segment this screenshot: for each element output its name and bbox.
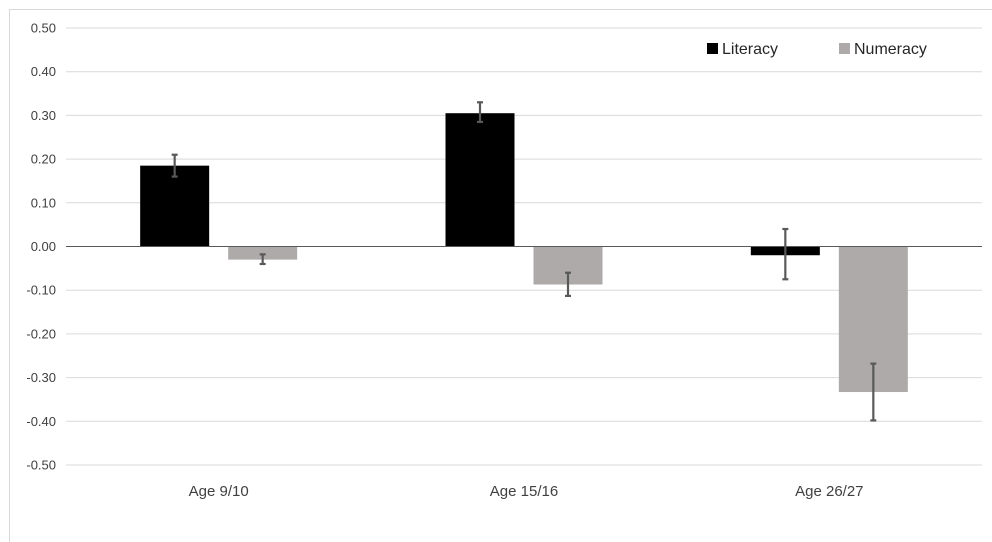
x-category-label: Age 26/27: [795, 483, 863, 500]
y-tick-label: 0.50: [31, 21, 56, 36]
x-category-label: Age 9/10: [189, 483, 249, 500]
y-tick-label: -0.50: [26, 458, 56, 473]
bars: [140, 113, 908, 393]
bar-literacy-1: [445, 113, 515, 247]
y-tick-label: -0.30: [26, 370, 56, 385]
legend: Literacy Numeracy: [707, 41, 927, 58]
bar-numeracy-0: [228, 246, 298, 260]
y-tick-label: 0.00: [31, 239, 56, 254]
y-tick-label: 0.40: [31, 64, 56, 79]
error-bars: [171, 101, 877, 422]
y-tick-label: -0.40: [26, 414, 56, 429]
legend-swatch-numeracy: [839, 43, 850, 54]
gridlines: [66, 27, 982, 466]
x-category-label: Age 15/16: [490, 483, 558, 500]
legend-swatch-literacy: [707, 43, 718, 54]
x-axis-categories: Age 9/10 Age 15/16 Age 26/27: [189, 483, 864, 500]
bar-literacy-0: [140, 165, 210, 247]
y-tick-label: 0.30: [31, 108, 56, 123]
legend-label-literacy: Literacy: [722, 41, 778, 58]
y-axis-ticks: 0.50 0.40 0.30 0.20 0.10 0.00 -0.10 -0.20 -0.30 -…: [26, 21, 56, 473]
y-tick-label: -0.20: [26, 326, 56, 341]
y-tick-label: 0.10: [31, 195, 56, 210]
y-tick-label: 0.20: [31, 152, 56, 167]
chart-frame: [9, 9, 992, 542]
y-tick-label: -0.10: [26, 283, 56, 298]
legend-label-numeracy: Numeracy: [854, 41, 927, 58]
